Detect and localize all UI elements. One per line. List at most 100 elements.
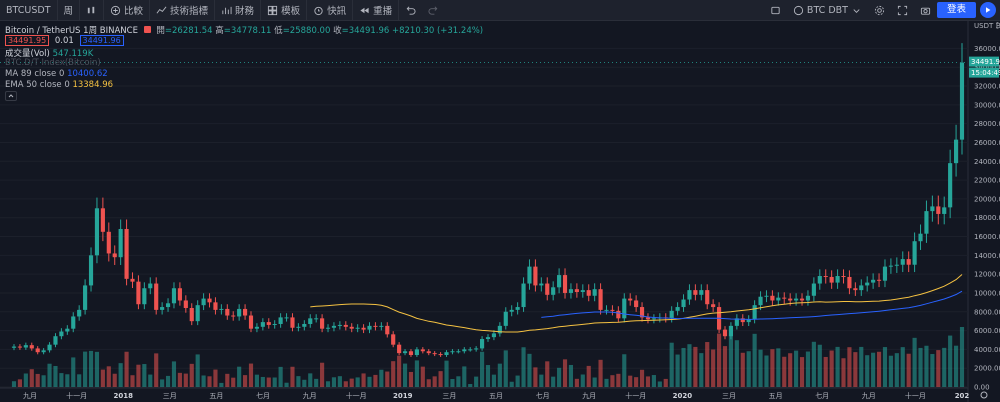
- candle-body: [136, 281, 141, 305]
- volume-bar: [722, 346, 728, 387]
- volume-bar: [485, 365, 491, 387]
- candle-body: [35, 348, 40, 353]
- volume-bar: [290, 366, 295, 387]
- candle-body: [308, 318, 313, 324]
- volume-bar: [817, 344, 822, 387]
- volume-bar: [296, 376, 301, 387]
- candle-body: [948, 163, 953, 208]
- candle-body: [361, 327, 366, 330]
- alert-button[interactable]: 快訊: [307, 0, 354, 20]
- undo-button[interactable]: [399, 0, 422, 20]
- volume-bar: [320, 362, 325, 387]
- volume-bar: [177, 372, 182, 387]
- candle-body: [598, 289, 603, 310]
- redo-icon: [428, 6, 438, 15]
- candle-body: [829, 276, 834, 283]
- ema-label: EMA 50 close 0: [5, 80, 70, 90]
- volume-bar: [799, 357, 805, 387]
- candle-body: [888, 265, 893, 267]
- ma-legend: MA 89 close 0 10400.62: [5, 69, 108, 79]
- candle-body: [545, 283, 550, 295]
- templates-button[interactable]: 模板: [261, 0, 308, 20]
- volume-bar: [426, 379, 431, 387]
- snapshot-button[interactable]: [914, 0, 937, 20]
- bars-icon: [222, 6, 232, 14]
- price-tick-label: 18000.00: [974, 214, 1000, 222]
- candle-body: [811, 283, 816, 296]
- financials-button[interactable]: 財務: [215, 0, 262, 20]
- volume-bar: [717, 333, 722, 387]
- volume-bar: [225, 373, 230, 387]
- axis-settings-icon[interactable]: [980, 391, 988, 399]
- candle-body: [942, 207, 947, 214]
- last-price-label: 34491.96: [971, 58, 1000, 66]
- candle-body: [740, 318, 745, 323]
- volume-bar: [728, 335, 733, 387]
- candle-body: [959, 62, 965, 140]
- collapse-legend-button[interactable]: [5, 91, 17, 101]
- interval-button[interactable]: 周: [58, 0, 81, 20]
- buy-price-box[interactable]: 34491.96: [79, 35, 124, 46]
- settings-button[interactable]: [868, 0, 891, 20]
- candle-body: [485, 337, 491, 340]
- redo-button[interactable]: [422, 0, 445, 20]
- volume-bar: [681, 347, 686, 387]
- volume-bar: [746, 351, 751, 387]
- fullscreen-button[interactable]: [891, 0, 914, 20]
- candle-body: [320, 318, 325, 329]
- time-tick-label: 五月: [209, 392, 223, 400]
- chart-type-button[interactable]: [80, 0, 105, 20]
- candle-body: [379, 325, 384, 327]
- volume-bar: [124, 351, 129, 387]
- volume-bar: [764, 355, 769, 387]
- volume-bar: [586, 365, 591, 387]
- price-tick-label: 14000.00: [974, 252, 1000, 260]
- time-tick-label: 三月: [442, 392, 456, 400]
- price-tick-label: 8000.00: [974, 308, 1000, 316]
- time-tick-label: 三月: [163, 392, 177, 400]
- symbol-label: BTCUSDT: [6, 4, 51, 16]
- volume-bar: [308, 373, 313, 387]
- volume-value: 547.119K: [52, 49, 94, 59]
- candle-body: [213, 302, 218, 310]
- price-chart[interactable]: 36000.0034000.0032000.0030000.0028000.00…: [0, 21, 1000, 402]
- price-tick-label: 2000.00: [974, 365, 1000, 373]
- indicators-button[interactable]: 技術指標: [150, 0, 216, 20]
- volume-bar: [669, 342, 674, 387]
- play-button[interactable]: [980, 2, 996, 18]
- time-tick-label: 七月: [815, 391, 829, 400]
- layout-button[interactable]: [764, 0, 787, 20]
- price-tick-label: 12000.00: [974, 271, 1000, 279]
- volume-bar: [865, 355, 870, 387]
- candle-body: [83, 285, 88, 310]
- candle-body: [237, 308, 242, 317]
- candle-body: [29, 345, 34, 349]
- chart-area[interactable]: 36000.0034000.0032000.0030000.0028000.00…: [0, 21, 1000, 402]
- symbol-search-button[interactable]: BTCUSDT: [0, 0, 58, 20]
- volume-bar: [770, 349, 775, 387]
- price-tick-label: 22000.00: [974, 177, 1000, 185]
- candle-body: [681, 299, 686, 308]
- volume-bar: [503, 350, 508, 387]
- login-button[interactable]: 登表: [936, 2, 976, 18]
- candle-body: [758, 296, 763, 306]
- compare-button[interactable]: 比較: [104, 0, 151, 20]
- currency-button[interactable]: BTC DBT: [787, 0, 868, 20]
- replay-button[interactable]: 重播: [353, 0, 400, 20]
- volume-bar: [687, 344, 692, 387]
- volume-bar: [397, 355, 402, 387]
- candle-body: [580, 290, 585, 293]
- volume-bar: [272, 377, 277, 387]
- candle-body: [557, 275, 562, 288]
- volume-bar: [894, 353, 899, 387]
- sell-price-box[interactable]: 34491.95: [5, 35, 50, 46]
- open-label: 開: [156, 26, 165, 36]
- volume-bar: [385, 371, 390, 387]
- candle-body: [65, 328, 70, 332]
- volume-bar: [41, 375, 46, 387]
- spread-value: 0.01: [54, 36, 74, 46]
- candle-body: [248, 315, 254, 329]
- candle-body: [59, 331, 64, 337]
- candle-body: [355, 327, 360, 329]
- volume-bar: [35, 373, 40, 387]
